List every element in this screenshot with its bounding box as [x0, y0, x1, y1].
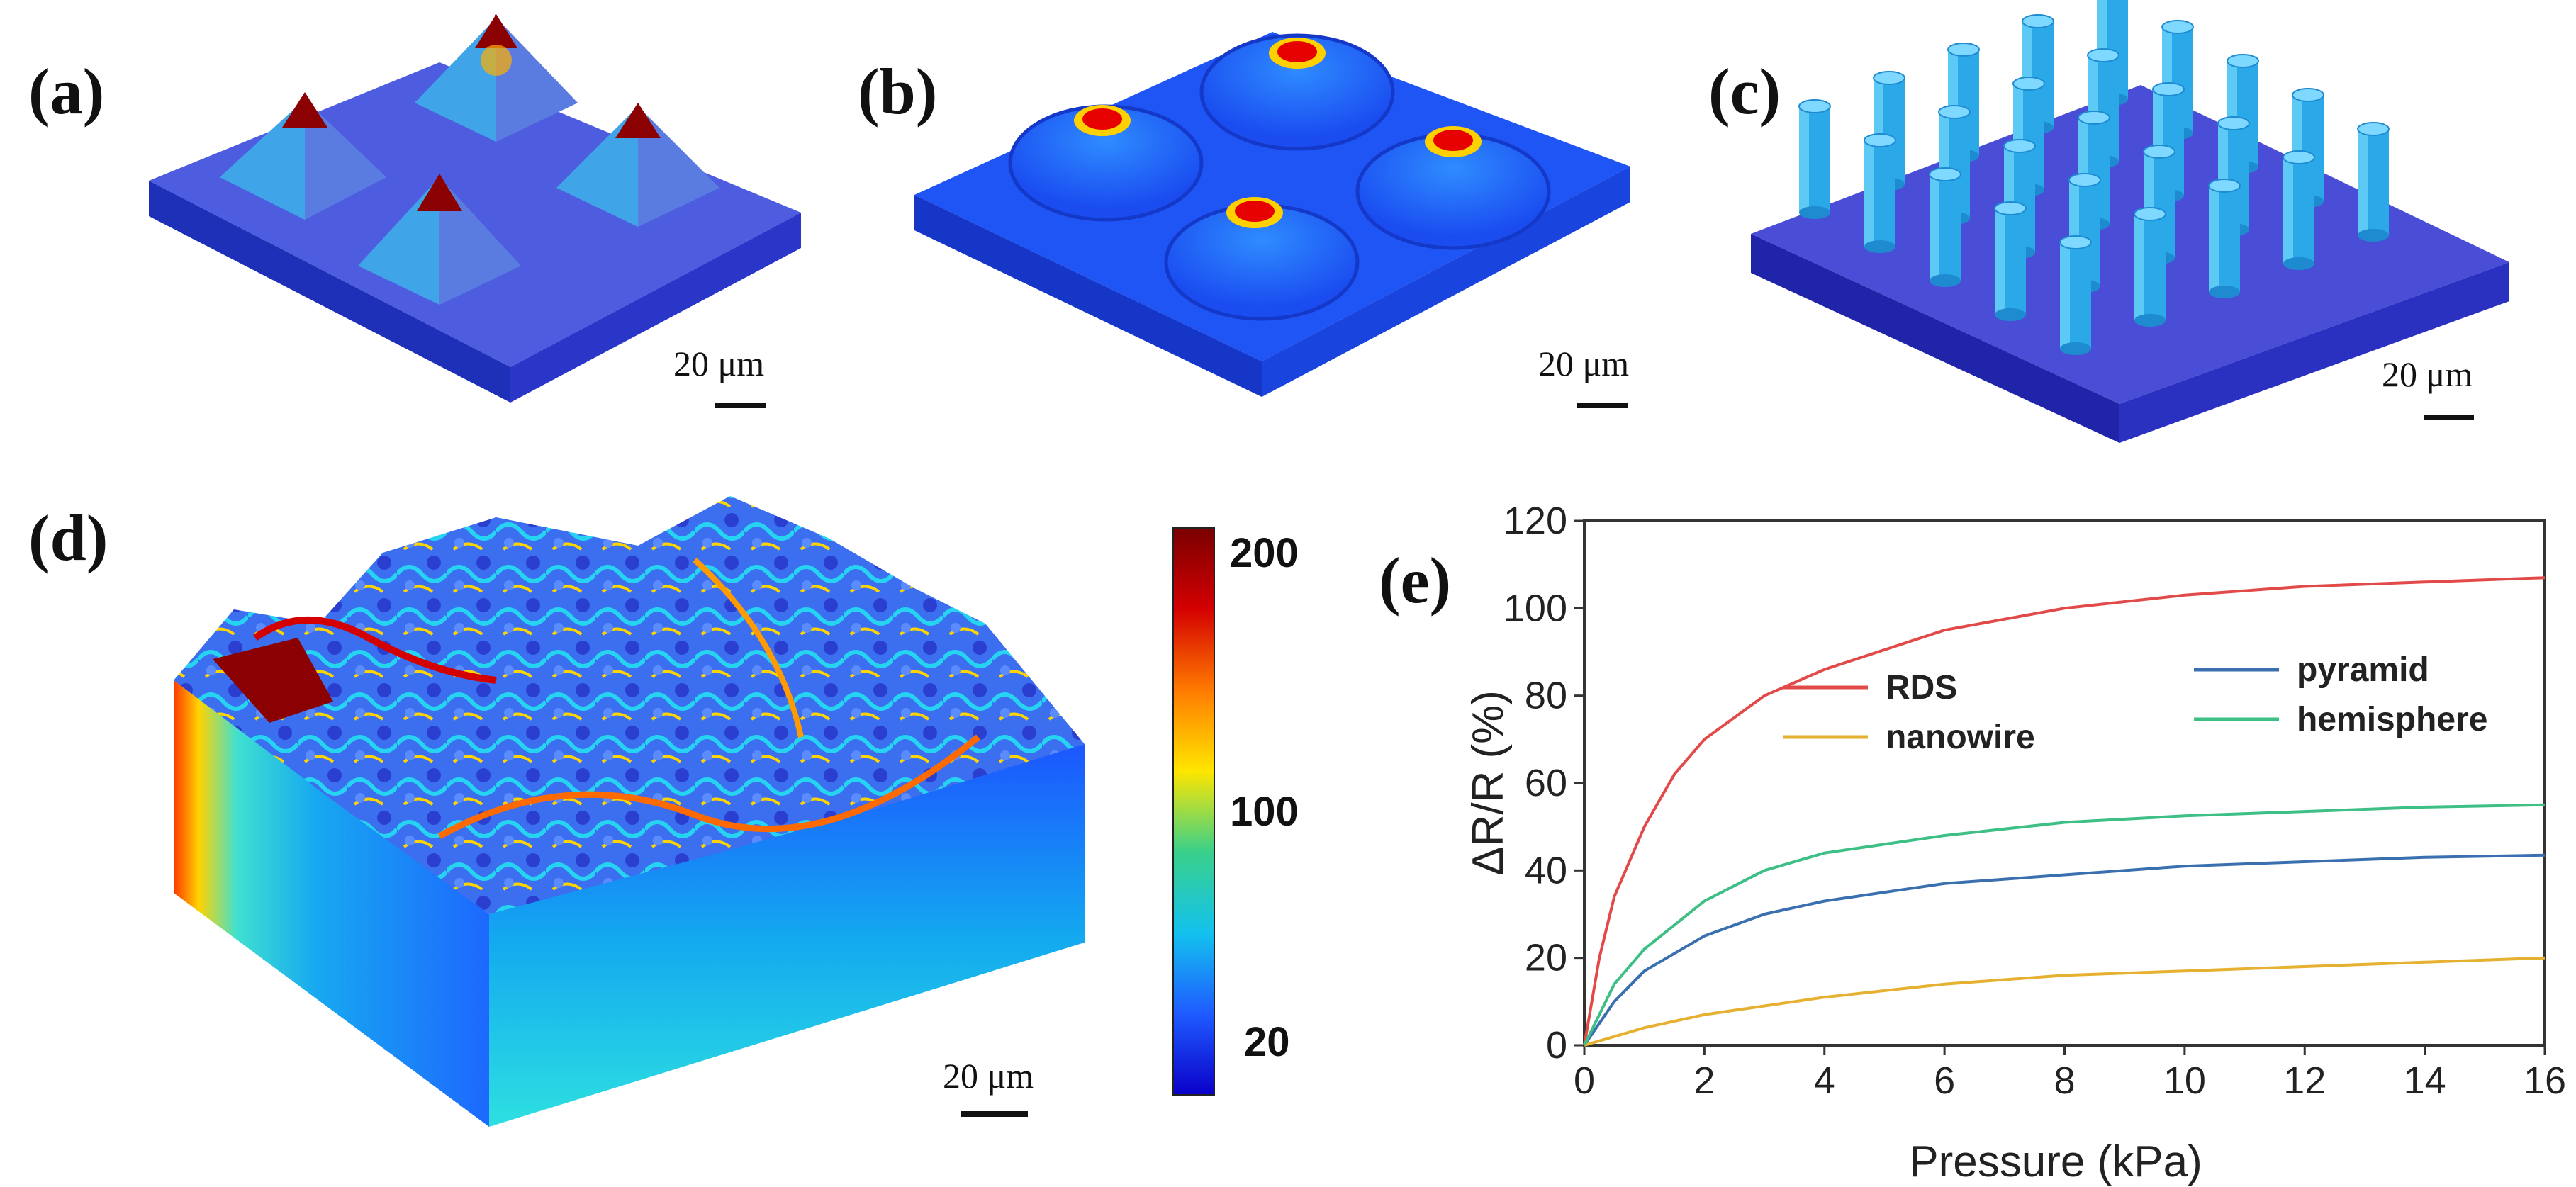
- series-line-nanowire: [1584, 956, 2546, 1047]
- x-tick-label: 4: [1814, 1059, 1835, 1102]
- panel-d-label: (d): [28, 502, 108, 574]
- y-tick-label: 80: [1525, 675, 1567, 717]
- stress-ridge: [253, 617, 497, 684]
- series-line-hemisphere: [1583, 803, 2546, 1046]
- y-tick-label: 120: [1503, 500, 1567, 542]
- pillar: [1994, 201, 2027, 321]
- panel-a-label: (a): [28, 55, 104, 128]
- panel-d-scale-text: 20 μm: [943, 1056, 1034, 1096]
- hemisphere-1: [1008, 104, 1204, 222]
- pyramid-3: [556, 103, 719, 227]
- pillar: [1864, 133, 1896, 253]
- series-line-RDS: [1583, 576, 2546, 1046]
- substrate-side: [1262, 167, 1630, 397]
- y-tick-label: 20: [1525, 937, 1567, 979]
- block-front-face: [489, 744, 1085, 1127]
- colorbar: 200 100 20: [1172, 527, 1299, 1096]
- x-tick-label: 2: [1693, 1059, 1715, 1102]
- pillar: [2134, 207, 2166, 327]
- legend-label-nanowire: nanowire: [1886, 719, 2035, 756]
- stress-ridge: [693, 558, 804, 738]
- panel-c-scale-text: 20 μm: [2382, 354, 2473, 394]
- pillar: [2059, 235, 2092, 355]
- panel-b: (b) 20 μm: [858, 32, 1630, 408]
- pyramid-2: [415, 14, 578, 142]
- stress-ridge: [437, 734, 980, 839]
- series-line-pyramid: [1583, 853, 2546, 1047]
- pyramid-4: [358, 174, 521, 305]
- pyramid-1: [220, 92, 386, 220]
- colorbar-tick-max: 200: [1230, 530, 1299, 576]
- x-tick-label: 0: [1574, 1059, 1595, 1102]
- y-tick-label: 60: [1525, 762, 1567, 804]
- colorbar-tick-min: 20: [1244, 1019, 1290, 1065]
- line-chart: 0 20 40 60 80 100 120 0 2 4 6 8 10 12 14 16 RDS nanowir…: [1464, 500, 2566, 1186]
- x-tick-label: 8: [2054, 1059, 2075, 1102]
- substrate-side: [2119, 262, 2509, 443]
- panel-b-scale-text: 20 μm: [1538, 344, 1629, 383]
- pillar-array: [1798, 0, 2390, 355]
- x-tick-label: 16: [2524, 1059, 2566, 1102]
- substrate-front: [149, 181, 510, 403]
- x-tick-label: 6: [1934, 1059, 1955, 1102]
- y-axis: 0 20 40 60 80 100 120: [1503, 500, 1584, 1067]
- colorbar-tick-mid: 100: [1230, 789, 1299, 835]
- legend: RDS nanowire pyramid hemisphere: [1783, 651, 2487, 756]
- hemisphere-3: [1355, 126, 1551, 250]
- pillar: [2208, 179, 2241, 298]
- substrate-front: [914, 195, 1262, 397]
- panel-a-scale-bar: [715, 403, 766, 408]
- hemisphere-2: [1199, 33, 1395, 151]
- plot-frame: [1583, 519, 2546, 1047]
- x-tick-label: 10: [2163, 1059, 2206, 1102]
- y-tick-label: 40: [1525, 849, 1567, 891]
- legend-label-RDS: RDS: [1886, 669, 1957, 707]
- pillar: [1929, 167, 1961, 287]
- x-tick-label: 14: [2404, 1059, 2446, 1102]
- panel-b-label: (b): [858, 55, 937, 128]
- hemisphere-4: [1164, 197, 1360, 321]
- x-tick-label: 12: [2283, 1059, 2326, 1102]
- legend-label-pyramid: pyramid: [2297, 651, 2429, 689]
- panel-a: (a) 20 μm: [28, 14, 801, 408]
- y-axis-title: ΔR/R (%): [1464, 690, 1513, 876]
- panel-d-scale-bar: [961, 1111, 1028, 1117]
- panel-c-label: (c): [1708, 55, 1781, 128]
- substrate-side: [510, 213, 801, 403]
- panel-d: (d) 20 μm: [28, 496, 1085, 1127]
- panel-e-label: (e): [1379, 544, 1451, 617]
- x-axis-title: Pressure (kPa): [1909, 1137, 2202, 1186]
- pillar: [2357, 122, 2390, 242]
- hotspot: [213, 638, 333, 723]
- block-left-face: [174, 680, 489, 1127]
- pillar: [1798, 99, 1831, 219]
- y-tick-label: 100: [1503, 587, 1567, 629]
- legend-label-hemisphere: hemisphere: [2297, 701, 2487, 738]
- x-axis: 0 2 4 6 8 10 12 14 16: [1574, 1045, 2566, 1102]
- panel-a-scale-text: 20 μm: [673, 344, 764, 383]
- panel-c-scale-bar: [2424, 415, 2474, 420]
- panel-c: (c) 20 μm: [1708, 0, 2509, 443]
- substrate-front: [1751, 234, 2119, 443]
- panel-e: (e) 0 20 40 60 80 100 120 0 2 4 6 8 10 12 14 16 RDS nan…: [1379, 500, 2566, 1186]
- y-tick-label: 0: [1546, 1024, 1567, 1067]
- panel-b-scale-bar: [1577, 403, 1628, 408]
- pillar: [2143, 145, 2175, 264]
- pillar: [2283, 150, 2315, 270]
- series-lines: [1583, 576, 2546, 1047]
- colorbar-gradient: [1172, 527, 1215, 1096]
